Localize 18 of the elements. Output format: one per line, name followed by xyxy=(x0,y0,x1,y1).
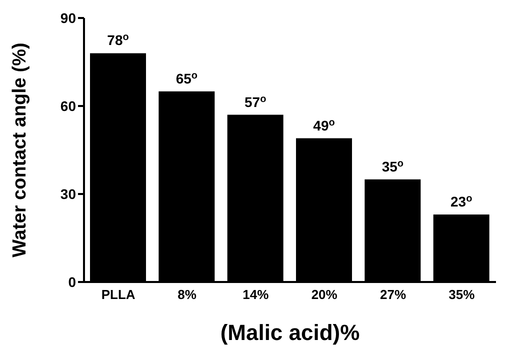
y-tick-label: 0 xyxy=(68,274,76,290)
x-tick-label: 20% xyxy=(311,287,338,302)
data-label: 23$^{o}$ xyxy=(450,193,472,210)
data-label: 49$^{o}$ xyxy=(313,116,335,134)
x-axis-title: (Malic acid)% xyxy=(220,320,360,345)
y-tick-label: 60 xyxy=(60,98,76,114)
data-label: 65$^{o}$ xyxy=(176,70,198,86)
y-axis-title: Water contact angle (%) xyxy=(10,42,30,258)
x-tick-label: 14% xyxy=(242,287,270,302)
x-tick-label: 35% xyxy=(448,287,476,302)
data-label: 57$^{o}$ xyxy=(244,93,266,110)
x-tick-label: PLLA xyxy=(101,287,136,302)
y-tick-label: 90 xyxy=(60,10,76,26)
x-tick-label: 27% xyxy=(380,287,406,302)
x-tick-label: 8% xyxy=(178,287,197,302)
data-label: 78$^{o}$ xyxy=(107,32,129,48)
y-tick-label: 30 xyxy=(60,186,76,202)
data-label: 35$^{o}$ xyxy=(382,158,404,174)
